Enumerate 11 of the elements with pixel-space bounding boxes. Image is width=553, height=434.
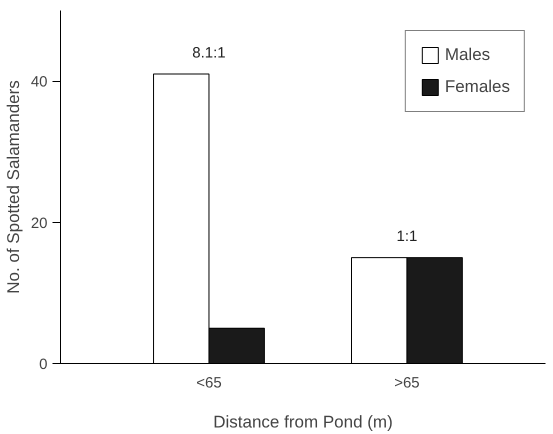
x-axis-title: Distance from Pond (m) xyxy=(213,412,393,432)
y-tick-label: 20 xyxy=(30,214,48,232)
annotation: 8.1:1 xyxy=(192,44,226,62)
y-tick-label: 0 xyxy=(39,356,48,373)
y-tick-label: 40 xyxy=(30,74,48,91)
legend-label: Females xyxy=(444,77,510,97)
x-tick-label: <65 xyxy=(196,374,222,392)
y-axis-title: No. of Spotted Salamanders xyxy=(4,80,23,294)
legend-label: Males xyxy=(444,45,490,65)
x-tick-label: >65 xyxy=(394,374,420,392)
annotation: 1:1 xyxy=(396,228,418,245)
